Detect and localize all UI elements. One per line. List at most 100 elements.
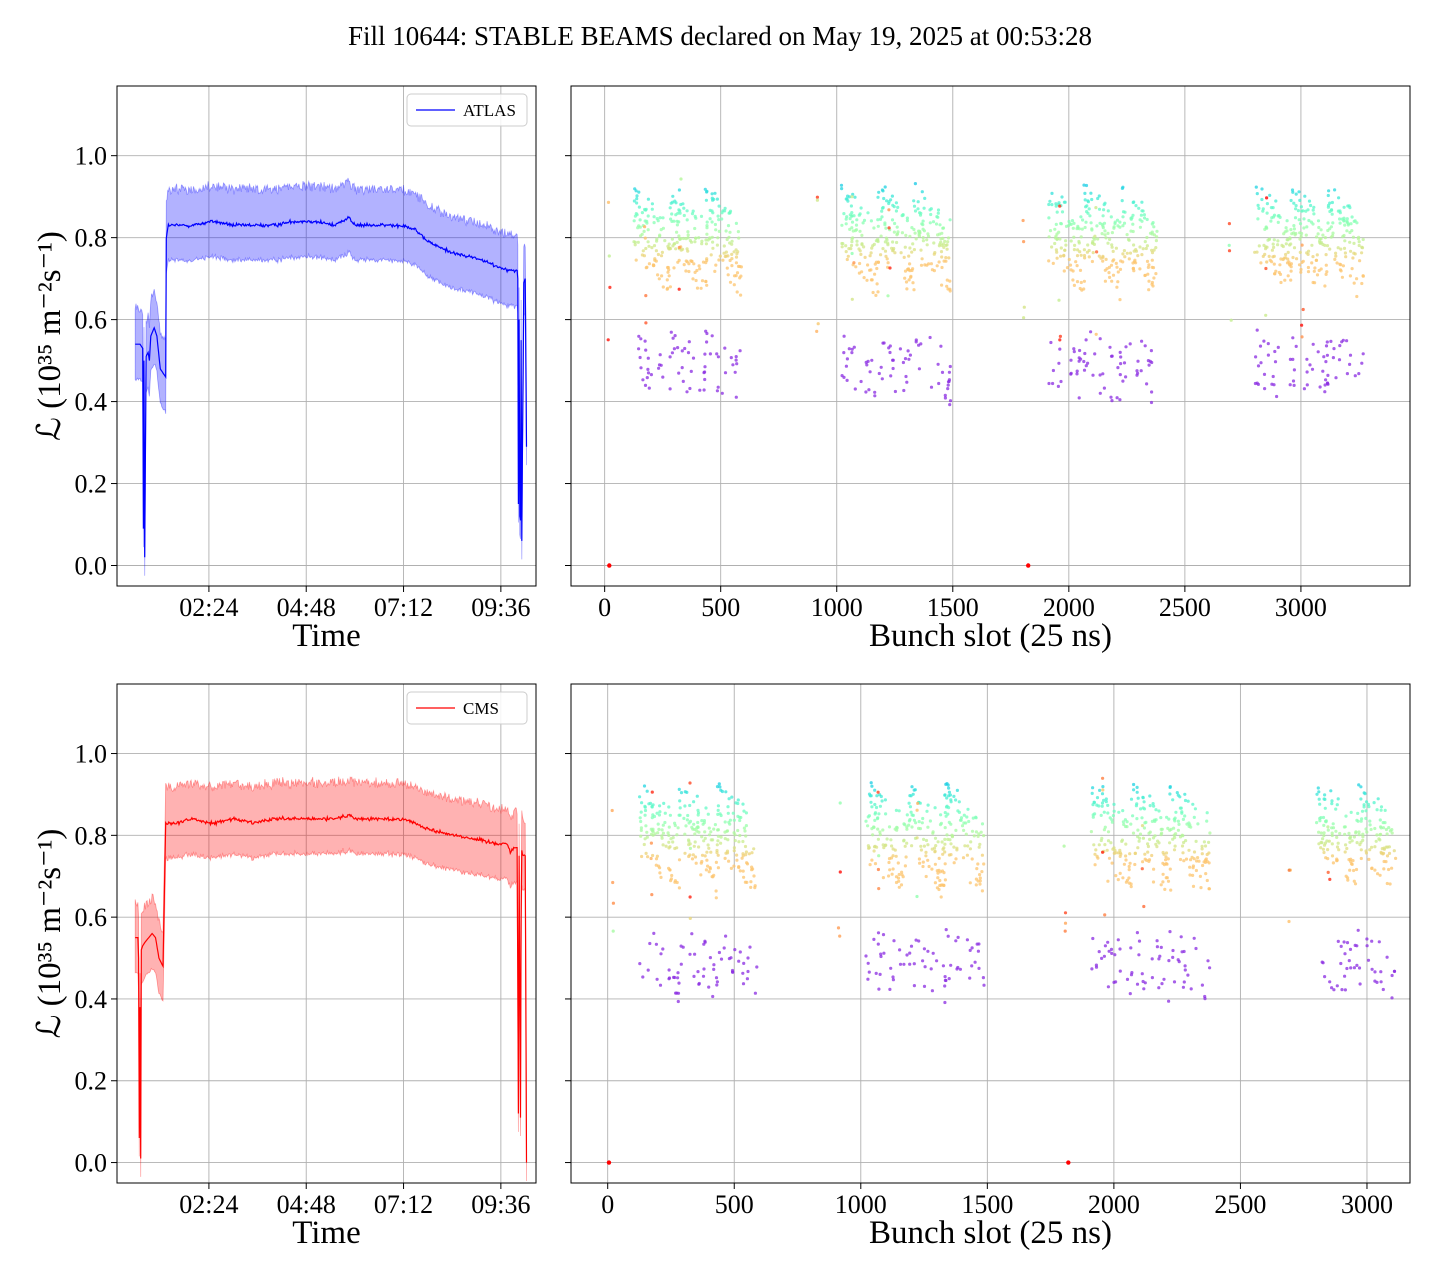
bunch-point bbox=[714, 860, 719, 865]
bunch-point bbox=[1093, 812, 1097, 816]
bunch-point bbox=[921, 236, 925, 240]
bunch-point bbox=[1182, 840, 1186, 845]
bunch-point bbox=[1084, 364, 1088, 368]
bunch-point bbox=[678, 211, 682, 215]
bunch-point bbox=[1367, 857, 1371, 862]
bunch-point bbox=[867, 846, 871, 850]
bunch-point bbox=[642, 784, 647, 788]
bunch-point bbox=[1357, 783, 1361, 787]
bunch-point bbox=[1047, 202, 1051, 207]
bunch-point bbox=[693, 840, 697, 844]
bunch-point bbox=[1098, 788, 1102, 793]
bunch-point bbox=[752, 847, 756, 851]
bunch-point bbox=[1191, 866, 1195, 870]
bunch-point bbox=[1117, 810, 1121, 814]
bunch-point bbox=[1101, 214, 1105, 218]
bunch-point bbox=[909, 944, 914, 948]
bunch-point bbox=[948, 289, 952, 293]
bunch-point bbox=[1118, 267, 1123, 271]
bunch-point bbox=[967, 819, 971, 824]
bunch-point bbox=[1339, 269, 1343, 273]
bunch-point bbox=[640, 854, 644, 859]
bunch-point bbox=[1109, 395, 1113, 399]
bunch-point bbox=[873, 811, 878, 815]
bunch-point bbox=[703, 365, 707, 369]
bunch-point bbox=[1125, 820, 1129, 824]
bunch-point bbox=[943, 975, 947, 979]
bunch-point bbox=[978, 879, 982, 883]
bunch-point bbox=[943, 239, 947, 243]
bunch-point bbox=[1330, 842, 1334, 846]
bunch-point bbox=[1323, 390, 1327, 394]
bunch-point bbox=[889, 374, 893, 378]
y-tick-label: 0.8 bbox=[75, 821, 108, 850]
bunch-point bbox=[1167, 817, 1171, 821]
bunch-point bbox=[1278, 263, 1282, 267]
bunch-point bbox=[650, 246, 654, 250]
bunch-point bbox=[1118, 848, 1122, 852]
bunch-point bbox=[862, 245, 866, 249]
bunch-point bbox=[916, 801, 920, 806]
bunch-point bbox=[677, 981, 681, 985]
bunch-point bbox=[735, 853, 739, 857]
bunch-point bbox=[741, 982, 746, 986]
bunch-point bbox=[1342, 246, 1347, 250]
bunch-point bbox=[1334, 807, 1338, 811]
bunch-point bbox=[1101, 259, 1105, 263]
bunch-point bbox=[730, 239, 734, 243]
bunch-point bbox=[671, 840, 675, 844]
bunch-point bbox=[742, 961, 746, 966]
bunch-point bbox=[1333, 257, 1337, 261]
bunch-point bbox=[1151, 802, 1155, 806]
bunch-point bbox=[1083, 198, 1087, 202]
bunch-point bbox=[719, 841, 723, 845]
bunch-point bbox=[716, 853, 720, 857]
bunch-point bbox=[947, 977, 951, 981]
bunch-point bbox=[688, 819, 693, 824]
bunch-point bbox=[1086, 361, 1090, 365]
bunch-point bbox=[887, 857, 892, 861]
bunch-point bbox=[912, 227, 916, 232]
bunch-point bbox=[879, 952, 883, 956]
bunch-point bbox=[1081, 218, 1085, 222]
bunch-point bbox=[1106, 803, 1110, 808]
bunch-point bbox=[1265, 196, 1269, 200]
bunch-point bbox=[1094, 332, 1098, 336]
bunch-point bbox=[682, 213, 686, 218]
bunch-point bbox=[1072, 350, 1076, 354]
bunch-point bbox=[853, 387, 857, 391]
bunch-point bbox=[1324, 378, 1328, 382]
bunch-point bbox=[865, 363, 869, 367]
bunch-point bbox=[1101, 850, 1105, 854]
bunch-point bbox=[885, 199, 889, 203]
bunch-point bbox=[1100, 804, 1104, 808]
bunch-point bbox=[1087, 255, 1091, 259]
x-tick-label: 2500 bbox=[1159, 593, 1211, 622]
bunch-point bbox=[1330, 212, 1334, 216]
bunch-point bbox=[749, 880, 753, 884]
bunch-point bbox=[1360, 809, 1365, 813]
bunch-point bbox=[730, 252, 734, 256]
bunch-point bbox=[1360, 245, 1364, 249]
bunch-point bbox=[1098, 221, 1102, 225]
bunch-point bbox=[1345, 217, 1349, 221]
bunch-point bbox=[945, 804, 949, 808]
bunch-point bbox=[1093, 852, 1097, 856]
bunch-point bbox=[1196, 822, 1200, 826]
bunch-point bbox=[867, 792, 872, 796]
legend-label: CMS bbox=[463, 699, 499, 718]
bunch-point bbox=[738, 815, 742, 820]
bunch-point bbox=[644, 824, 648, 828]
bunch-point bbox=[702, 967, 706, 971]
bunch-point bbox=[724, 790, 728, 794]
bunch-point bbox=[1110, 820, 1114, 824]
bunch-point bbox=[1132, 782, 1136, 787]
bunch-point bbox=[1102, 810, 1106, 814]
bunch-point bbox=[883, 843, 887, 848]
bunch-point bbox=[929, 212, 933, 217]
bunch-point bbox=[1085, 210, 1089, 214]
bunch-point bbox=[1192, 850, 1197, 854]
bunch-point bbox=[922, 206, 926, 210]
bunch-point bbox=[873, 272, 877, 276]
bunch-point bbox=[1131, 213, 1135, 217]
